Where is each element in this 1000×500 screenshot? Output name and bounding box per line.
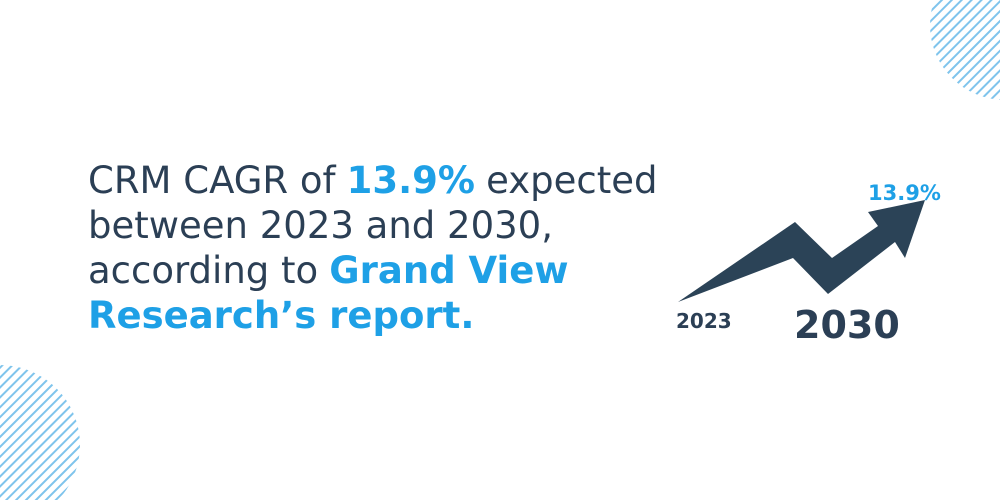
- growth-label: 13.9%: [868, 181, 941, 205]
- highlight-text: 13.9%: [346, 159, 475, 202]
- headline-line: between 2023 and 2030,: [88, 203, 657, 248]
- highlight-text: Research’s report.: [88, 294, 475, 337]
- headline-text: between 2023 and 2030,: [88, 204, 553, 247]
- end-year: 2030: [794, 303, 900, 347]
- highlight-text: Grand View: [329, 249, 569, 292]
- start-year: 2023: [676, 309, 732, 333]
- decor-circle: [0, 365, 80, 500]
- headline-line: CRM CAGR of 13.9% expected: [88, 158, 657, 203]
- headline: CRM CAGR of 13.9% expected between 2023 and…: [88, 158, 657, 338]
- headline-text: expected: [486, 159, 658, 202]
- headline-line: Research’s report.: [88, 293, 657, 338]
- decor-circle: [930, 0, 1000, 100]
- growth-arrow: [678, 200, 925, 302]
- headline-text: according to: [88, 249, 319, 292]
- headline-line: according to Grand View: [88, 248, 657, 293]
- headline-text: CRM CAGR of: [88, 159, 336, 202]
